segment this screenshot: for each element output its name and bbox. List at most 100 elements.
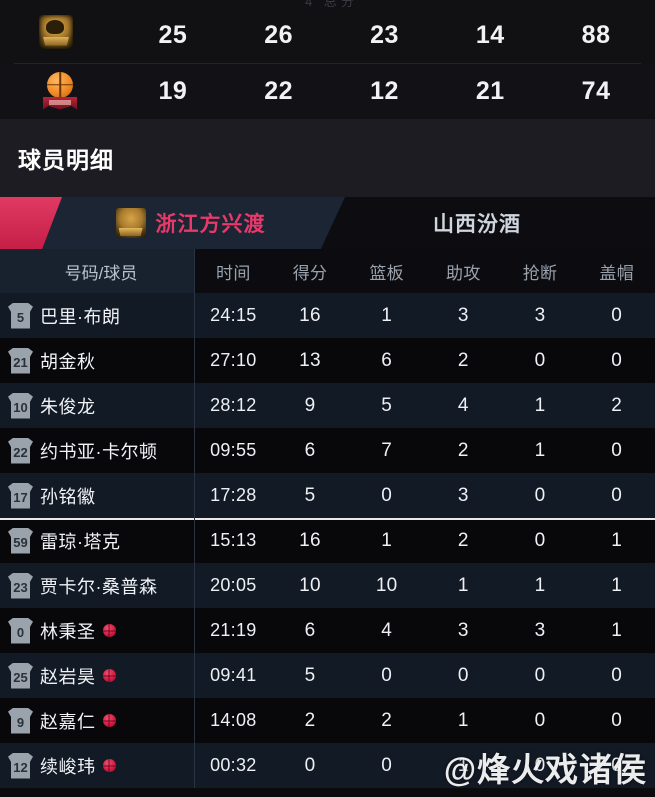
tab-team-away[interactable]: 山西汾酒 — [345, 197, 655, 249]
column-header-time[interactable]: 时间 — [216, 263, 251, 283]
player-rebounds: 6 — [381, 349, 393, 371]
player-points: 13 — [299, 349, 321, 371]
jersey-icon: 17 — [8, 482, 33, 509]
zhejiang-crest-icon-small — [115, 208, 146, 238]
table-row[interactable]: 0 林秉圣 21:19 6 4 3 3 1 — [0, 608, 655, 653]
player-blocks: 2 — [611, 394, 623, 416]
boxscore-home-q3: 23 — [370, 21, 399, 49]
player-blocks: 0 — [611, 664, 623, 686]
player-steals: 3 — [534, 304, 546, 326]
table-row[interactable]: 59 雷琼·塔克 15:13 16 1 2 0 1 — [0, 518, 655, 563]
jersey-icon: 25 — [8, 662, 33, 689]
player-blocks: 0 — [611, 709, 623, 731]
boxscore-away-q4: 21 — [475, 77, 505, 105]
table-row[interactable]: 12 续峻玮 00:32 0 0 1 0 0 — [0, 743, 655, 788]
player-name: 林秉圣 — [40, 621, 96, 642]
player-rebounds: 0 — [381, 754, 393, 776]
player-name: 胡金秋 — [40, 351, 96, 372]
column-header-name[interactable]: 号码/球员 — [0, 249, 195, 293]
player-rebounds: 5 — [381, 394, 393, 416]
player-points: 0 — [304, 754, 316, 776]
table-row[interactable]: 5 巴里·布朗 24:15 16 1 3 3 0 — [0, 293, 655, 338]
column-header-blocks[interactable]: 盖帽 — [599, 263, 634, 283]
player-time: 28:12 — [210, 395, 257, 415]
player-steals: 3 — [534, 619, 546, 641]
team-tab-bar: 浙江方兴渡 山西汾酒 — [0, 197, 655, 249]
column-header-points[interactable]: 得分 — [292, 263, 328, 283]
table-row[interactable]: 9 赵嘉仁 14:08 2 2 1 0 0 — [0, 698, 655, 743]
column-header-rebounds[interactable]: 篮板 — [369, 263, 404, 283]
player-assists: 0 — [457, 664, 469, 686]
player-name-cell: 25 赵岩昊 — [0, 653, 195, 698]
player-assists: 1 — [457, 709, 469, 731]
player-steals: 0 — [534, 709, 546, 731]
player-assists: 2 — [457, 349, 469, 371]
table-header-row: 号码/球员 时间 得分 篮板 助攻 抢断 盖帽 — [0, 249, 655, 293]
jersey-number: 17 — [13, 489, 28, 505]
table-row[interactable]: 25 赵岩昊 09:41 5 0 0 0 0 — [0, 653, 655, 698]
player-steals: 0 — [534, 529, 546, 551]
player-name-cell: 9 赵嘉仁 — [0, 698, 195, 743]
table-row[interactable]: 17 孙铭徽 17:28 5 0 3 0 0 — [0, 473, 655, 518]
player-assists: 2 — [457, 439, 469, 461]
player-assists: 1 — [457, 754, 469, 776]
jersey-number: 23 — [13, 579, 28, 595]
player-name: 赵嘉仁 — [40, 711, 96, 732]
tab-team-home[interactable]: 浙江方兴渡 — [0, 197, 345, 249]
page-title: 球员明细 — [0, 119, 655, 197]
player-assists: 3 — [457, 484, 469, 506]
tab-team-home-label: 浙江方兴渡 — [155, 213, 266, 236]
domestic-player-badge-icon — [102, 759, 116, 772]
player-points: 5 — [304, 664, 316, 686]
player-blocks: 0 — [611, 484, 623, 506]
tab-team-away-label: 山西汾酒 — [433, 213, 521, 236]
player-steals: 0 — [534, 349, 546, 371]
player-blocks: 0 — [611, 439, 623, 461]
jersey-icon: 5 — [8, 302, 33, 329]
player-assists: 3 — [457, 304, 469, 326]
player-name: 雷琼·塔克 — [40, 531, 121, 552]
player-name: 贾卡尔·桑普森 — [40, 576, 158, 597]
player-name: 朱俊龙 — [40, 396, 96, 417]
player-time: 20:05 — [210, 575, 257, 595]
boxscore-row-home: 25 26 23 14 88 — [0, 8, 655, 63]
player-assists: 2 — [457, 529, 469, 551]
player-time: 00:32 — [210, 755, 257, 775]
table-row[interactable]: 21 胡金秋 27:10 13 6 2 0 0 — [0, 338, 655, 383]
jersey-number: 5 — [16, 309, 25, 325]
table-row[interactable]: 23 贾卡尔·桑普森 20:05 10 10 1 1 1 — [0, 563, 655, 608]
jersey-icon: 12 — [8, 752, 33, 779]
player-rebounds: 0 — [381, 484, 393, 506]
player-points: 16 — [299, 304, 321, 326]
player-blocks: 0 — [611, 349, 623, 371]
jersey-number: 9 — [16, 714, 25, 730]
column-header-steals[interactable]: 抢断 — [522, 263, 558, 283]
player-name-cell: 59 雷琼·塔克 — [0, 518, 195, 563]
boxscore-table: 4 总分 25 26 23 14 88 19 22 12 21 74 — [0, 0, 655, 119]
zhejiang-crest-icon — [0, 14, 120, 57]
jersey-icon: 23 — [8, 572, 33, 599]
jersey-number: 25 — [13, 669, 28, 685]
player-steals: 0 — [534, 754, 546, 776]
player-time: 09:55 — [210, 440, 257, 460]
player-blocks: 0 — [611, 754, 623, 776]
table-row[interactable]: 10 朱俊龙 28:12 9 5 4 1 2 — [0, 383, 655, 428]
boxscore-away-q2: 22 — [264, 77, 294, 105]
boxscore-away-total: 74 — [581, 77, 611, 105]
table-row[interactable]: 22 约书亚·卡尔顿 09:55 6 7 2 1 0 — [0, 428, 655, 473]
player-name-cell: 17 孙铭徽 — [0, 473, 195, 518]
player-name: 约书亚·卡尔顿 — [40, 441, 158, 462]
player-rebounds: 2 — [381, 709, 393, 731]
column-header-assists[interactable]: 助攻 — [446, 263, 481, 283]
player-assists: 4 — [457, 394, 469, 416]
player-points: 5 — [304, 484, 316, 506]
player-points: 6 — [304, 439, 316, 461]
player-name: 孙铭徽 — [40, 486, 96, 507]
player-steals: 0 — [534, 664, 546, 686]
player-rebounds: 0 — [381, 664, 393, 686]
player-blocks: 0 — [611, 304, 623, 326]
player-name-cell: 12 续峻玮 — [0, 743, 195, 788]
player-time: 09:41 — [210, 665, 257, 685]
player-steals: 1 — [534, 439, 546, 461]
boxscore-home-total: 88 — [581, 21, 611, 49]
